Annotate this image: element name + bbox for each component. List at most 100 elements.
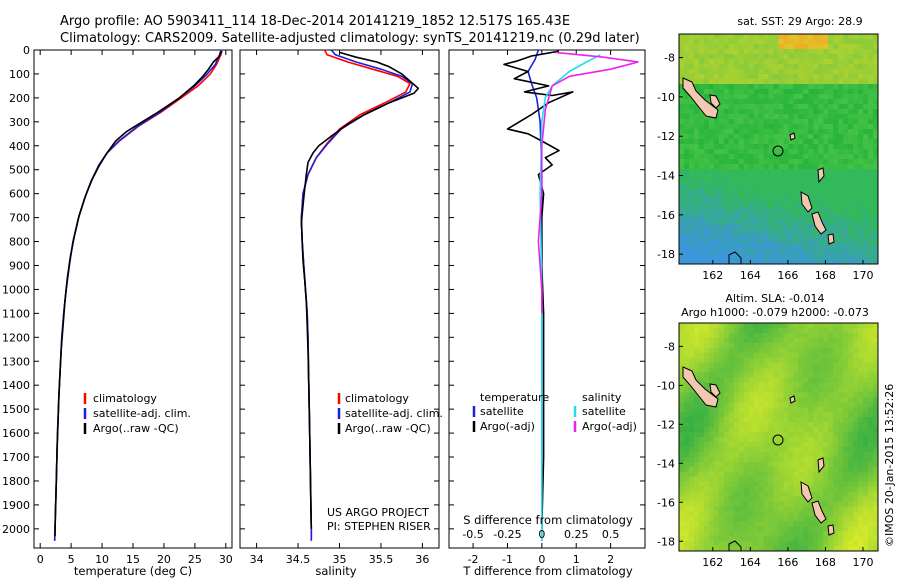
heatmap-cell: [873, 327, 878, 334]
heatmap-cell: [843, 189, 849, 195]
heatmap-cell: [753, 214, 760, 220]
heatmap-cell: [828, 54, 834, 60]
heatmap-cell: [873, 357, 878, 364]
heatmap-cell: [843, 352, 849, 359]
heatmap-cell: [703, 49, 710, 55]
heatmap-cell: [793, 407, 799, 413]
heatmap-cell: [838, 254, 844, 260]
heatmap-cell: [768, 476, 775, 483]
heatmap-cell: [743, 54, 750, 60]
heatmap-cell: [748, 496, 755, 503]
heatmap-cell: [838, 229, 844, 235]
heatmap-cell: [718, 49, 725, 55]
heatmap-cell: [843, 79, 849, 85]
heatmap-cell: [693, 531, 700, 537]
heatmap-cell: [773, 372, 780, 379]
heatmap-cell: [758, 159, 765, 165]
sst-island-small-5: [811, 211, 827, 235]
heatmap-cell: [688, 526, 695, 532]
heatmap-cell: [698, 89, 705, 95]
heatmap-cell: [723, 184, 730, 190]
heatmap-cell: [868, 234, 874, 240]
heatmap-cell: [818, 476, 824, 483]
heatmap-cell: [679, 189, 685, 195]
heatmap-cell: [763, 199, 770, 205]
heatmap-cell: [728, 129, 735, 135]
heatmap-cell: [763, 466, 770, 473]
heatmap-cell: [853, 407, 859, 413]
heatmap-cell: [868, 104, 874, 110]
heatmap-cell: [753, 34, 760, 40]
heatmap-cell: [853, 244, 859, 250]
heatmap-cell: [843, 511, 849, 517]
heatmap-cell: [833, 69, 839, 75]
heatmap-cell: [728, 427, 735, 433]
heatmap-cell: [743, 239, 750, 245]
heatmap-cell: [773, 154, 780, 160]
heatmap-cell: [873, 367, 878, 374]
heatmap-cell: [868, 372, 874, 379]
heatmap-cell: [708, 224, 715, 230]
heatmap-cell: [863, 387, 869, 393]
heatmap-cell: [868, 154, 874, 160]
heatmap-cell: [798, 174, 804, 180]
heatmap-cell: [718, 417, 725, 423]
heatmap-cell: [808, 402, 814, 408]
heatmap-cell: [713, 239, 720, 245]
heatmap-cell: [708, 249, 715, 255]
heatmap-cell: [793, 387, 799, 393]
heatmap-cell: [863, 84, 869, 90]
heatmap-cell: [798, 531, 804, 537]
heatmap-cell: [679, 124, 685, 130]
heatmap-cell: [679, 149, 685, 155]
heatmap-cell: [753, 184, 760, 190]
heatmap-cell: [679, 402, 685, 408]
heatmap-cell: [768, 337, 775, 344]
heatmap-cell: [778, 397, 785, 403]
heatmap-cell: [778, 471, 785, 478]
heatmap-cell: [853, 372, 859, 379]
heatmap-cell: [693, 451, 700, 458]
heatmap-cell: [868, 219, 874, 225]
heatmap-cell: [679, 367, 685, 374]
heatmap-cell: [868, 134, 874, 140]
heatmap-cell: [828, 446, 834, 453]
heatmap-cell: [718, 511, 725, 517]
heatmap-cell: [688, 476, 695, 483]
heatmap-cell: [873, 323, 878, 329]
heatmap-cell: [728, 352, 735, 359]
heatmap-cell: [753, 204, 760, 210]
heatmap-cell: [773, 531, 780, 537]
heatmap-cell: [798, 521, 804, 527]
heatmap-cell: [723, 387, 730, 393]
heatmap-cell: [778, 377, 785, 384]
heatmap-cell: [868, 244, 874, 250]
heatmap-cell: [868, 39, 874, 45]
heatmap-cell: [723, 99, 730, 105]
heatmap-cell: [863, 79, 869, 85]
heatmap-cell: [873, 109, 878, 115]
heatmap-cell: [778, 491, 785, 498]
heatmap-cell: [823, 224, 829, 230]
heatmap-cell: [808, 342, 814, 349]
heatmap-cell: [788, 129, 795, 135]
sla-argo-location-marker: [772, 434, 784, 446]
heatmap-cell: [803, 179, 809, 185]
heatmap-cell: [843, 516, 849, 522]
heatmap-cell: [823, 476, 829, 483]
heatmap-cell: [858, 199, 864, 205]
heatmap-cell: [843, 69, 849, 75]
heatmap-cell: [768, 44, 775, 50]
heatmap-cell: [873, 372, 878, 379]
heatmap-cell: [868, 451, 874, 458]
salinity-xtick-label: 34.5: [286, 553, 311, 566]
heatmap-cell: [758, 511, 765, 517]
heatmap-cell: [783, 229, 790, 235]
heatmap-cell: [723, 199, 730, 205]
heatmap-cell: [778, 249, 785, 255]
heatmap-cell: [718, 129, 725, 135]
heatmap-cell: [823, 239, 829, 245]
heatmap-cell: [713, 229, 720, 235]
heatmap-cell: [848, 412, 854, 418]
heatmap-cell: [679, 39, 685, 45]
